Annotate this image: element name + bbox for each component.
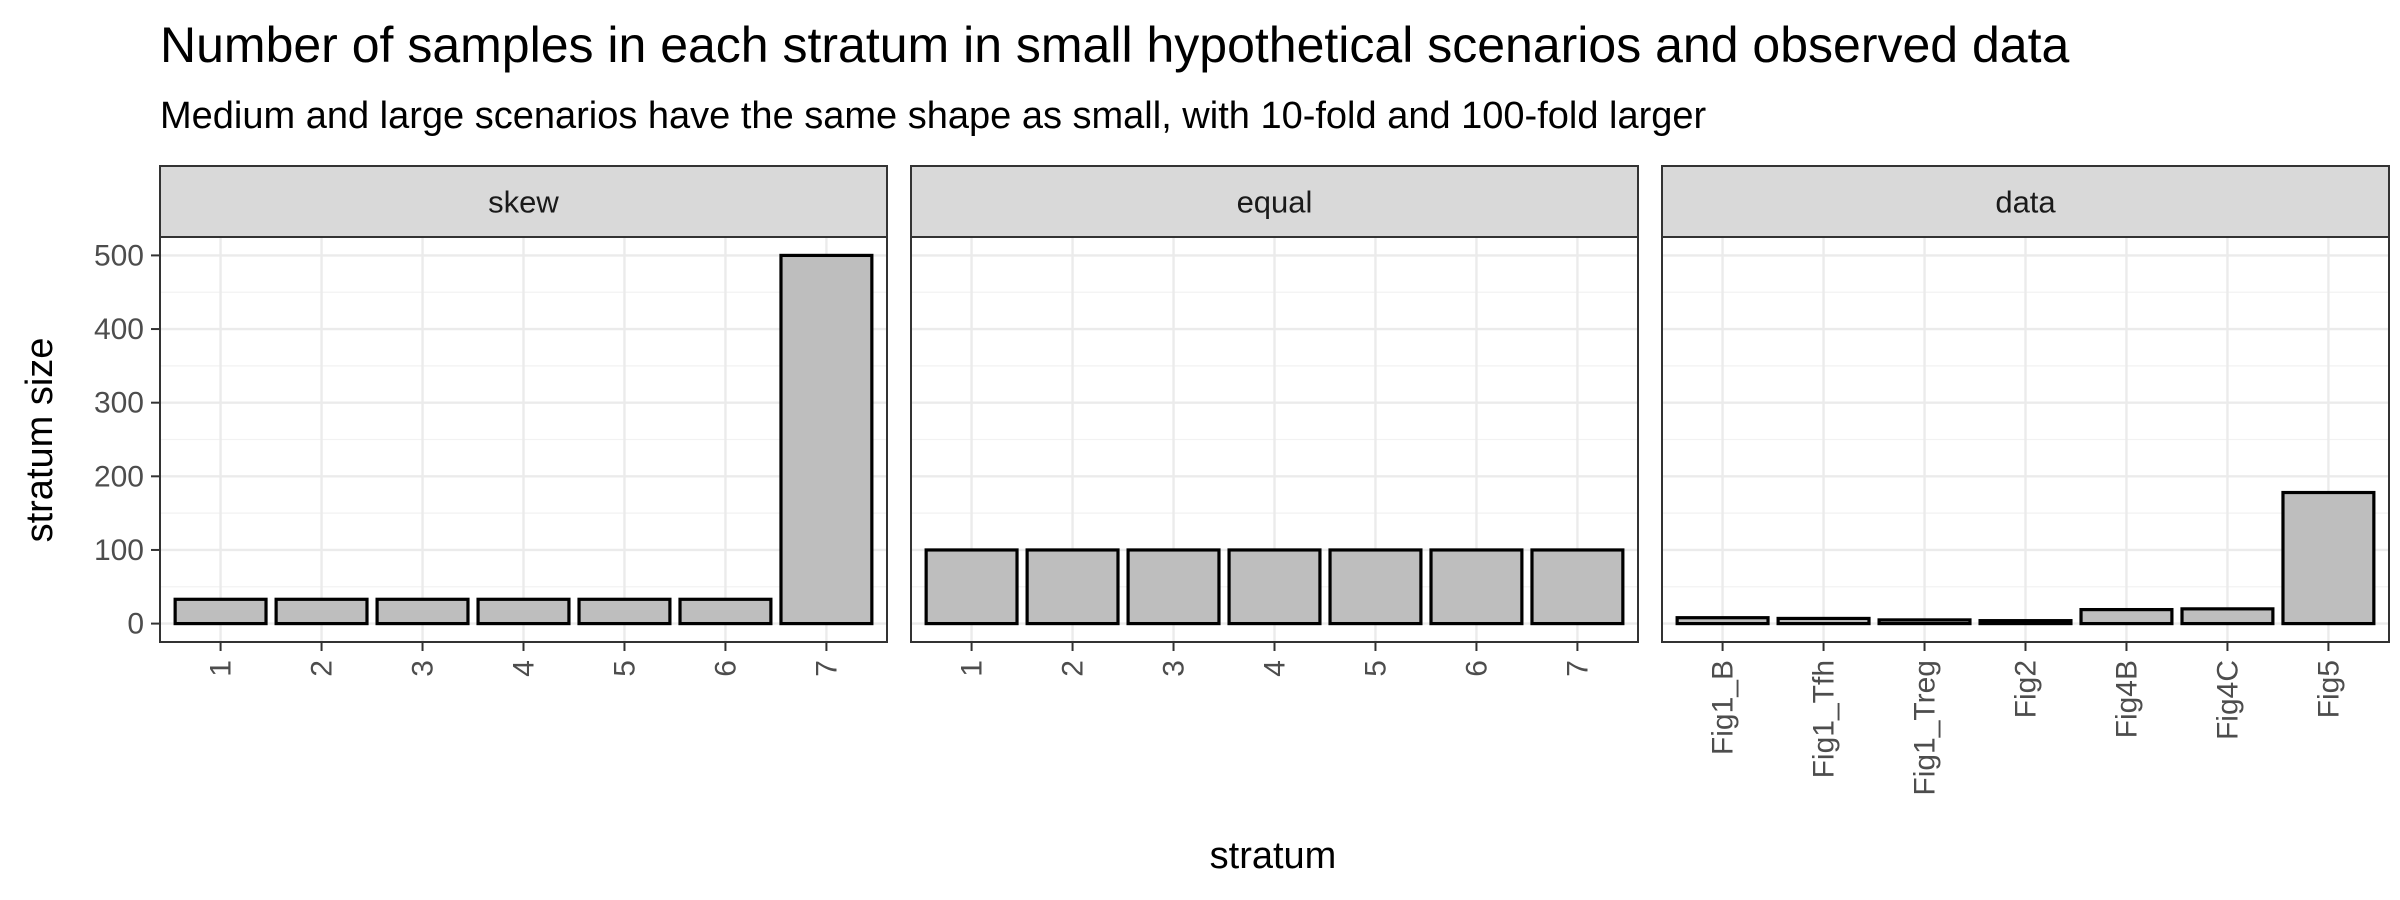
y-tick-label: 200 [94, 460, 144, 493]
bar-data-Fig1_Tfh [1776, 616, 1871, 626]
bar-skew-7 [779, 253, 874, 626]
x-tick-label: 7 [1561, 660, 1594, 677]
bar-skew-3 [375, 597, 470, 626]
facet-equal: equal 1 2 3 4 5 6 7 [910, 165, 1639, 677]
x-tick-label: Fig4B [2110, 660, 2143, 738]
y-tick-label: 400 [94, 313, 144, 346]
facet-strip-label: data [1995, 185, 2056, 220]
bar-skew-4 [476, 597, 571, 626]
chart-title: Number of samples in each stratum in sma… [160, 17, 2069, 73]
x-tick-label: 1 [205, 660, 238, 677]
x-tick-label: Fig4C [2211, 660, 2244, 740]
x-tick-label: 2 [306, 660, 339, 677]
facet-strip [1661, 165, 2390, 238]
x-tick-label: Fig1_B [1707, 660, 1740, 755]
bar-data-Fig5 [2281, 490, 2376, 626]
bar-equal-6 [1429, 548, 1524, 626]
bar-skew-6 [678, 597, 773, 626]
bar-equal-7 [1530, 548, 1625, 626]
bar-equal-3 [1126, 548, 1221, 626]
facet-panels: skew 1 2 3 4 5 6 7 equal 1 2 3 4 5 6 7 data Fig1_B Fig1_Tf… [159, 165, 2390, 796]
y-tick-label: 100 [94, 534, 144, 567]
x-tick-label: 3 [407, 660, 440, 677]
x-tick-label: Fig5 [2312, 660, 2345, 718]
x-axis-label: stratum [1210, 835, 1337, 877]
bar-equal-5 [1328, 548, 1423, 626]
x-tick-label: Fig1_Treg [1909, 660, 1942, 796]
facet-strip [910, 165, 1639, 238]
y-tick-label: 0 [127, 608, 144, 641]
x-tick-label: 3 [1158, 660, 1191, 677]
bar-data-Fig4C [2180, 607, 2275, 626]
x-tick-label: 4 [1259, 660, 1292, 677]
x-tick-label: 5 [1359, 660, 1392, 677]
y-axis-ticks: 0 100 200 300 400 500 [94, 239, 160, 641]
y-axis-label: stratum size [19, 338, 61, 543]
x-tick-label: 2 [1057, 660, 1090, 677]
bar-skew-1 [173, 597, 268, 626]
x-tick-label: 1 [956, 660, 989, 677]
bar-skew-5 [577, 597, 672, 626]
facet-data: data Fig1_B Fig1_Tfh Fig1_Treg Fig2 Fig4B Fig4… [1661, 165, 2390, 796]
bar-equal-2 [1025, 548, 1120, 626]
bar-equal-4 [1227, 548, 1322, 626]
bar-skew-2 [274, 597, 369, 626]
x-tick-label: Fig1_Tfh [1808, 660, 1841, 778]
bar-data-Fig1_B [1675, 616, 1770, 626]
x-tick-label: 6 [1460, 660, 1493, 677]
chart-subtitle: Medium and large scenarios have the same… [160, 95, 1707, 137]
x-tick-label: Fig2 [2010, 660, 2043, 718]
x-tick-label: 4 [508, 660, 541, 677]
y-tick-label: 300 [94, 387, 144, 420]
bar-data-Fig2 [1978, 619, 2073, 626]
x-tick-label: 6 [709, 660, 742, 677]
facet-skew: skew 1 2 3 4 5 6 7 [159, 165, 888, 677]
facet-strip-label: skew [488, 185, 559, 220]
y-tick-label: 500 [94, 239, 144, 272]
x-tick-label: 5 [608, 660, 641, 677]
bar-data-Fig1_Treg [1877, 618, 1972, 626]
x-tick-label: 7 [810, 660, 843, 677]
bar-data-Fig4B [2079, 607, 2174, 626]
facet-strip-label: equal [1237, 185, 1313, 220]
bar-equal-1 [924, 548, 1019, 626]
